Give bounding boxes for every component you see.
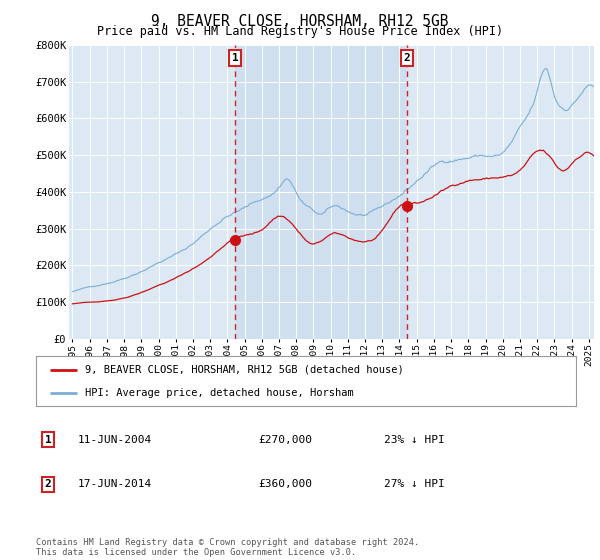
Text: 9, BEAVER CLOSE, HORSHAM, RH12 5GB: 9, BEAVER CLOSE, HORSHAM, RH12 5GB xyxy=(151,14,449,29)
Text: 1: 1 xyxy=(232,53,238,63)
Text: 1: 1 xyxy=(44,435,52,445)
Text: 27% ↓ HPI: 27% ↓ HPI xyxy=(384,479,445,489)
Text: £270,000: £270,000 xyxy=(258,435,312,445)
Text: 2: 2 xyxy=(404,53,410,63)
Text: 2: 2 xyxy=(44,479,52,489)
Text: Price paid vs. HM Land Registry's House Price Index (HPI): Price paid vs. HM Land Registry's House … xyxy=(97,25,503,38)
Text: Contains HM Land Registry data © Crown copyright and database right 2024.
This d: Contains HM Land Registry data © Crown c… xyxy=(36,538,419,557)
Text: 9, BEAVER CLOSE, HORSHAM, RH12 5GB (detached house): 9, BEAVER CLOSE, HORSHAM, RH12 5GB (deta… xyxy=(85,365,403,375)
Text: HPI: Average price, detached house, Horsham: HPI: Average price, detached house, Hors… xyxy=(85,389,353,398)
Text: 11-JUN-2004: 11-JUN-2004 xyxy=(78,435,152,445)
Bar xyxy=(235,45,407,339)
Text: 23% ↓ HPI: 23% ↓ HPI xyxy=(384,435,445,445)
Text: 17-JUN-2014: 17-JUN-2014 xyxy=(78,479,152,489)
Text: £360,000: £360,000 xyxy=(258,479,312,489)
